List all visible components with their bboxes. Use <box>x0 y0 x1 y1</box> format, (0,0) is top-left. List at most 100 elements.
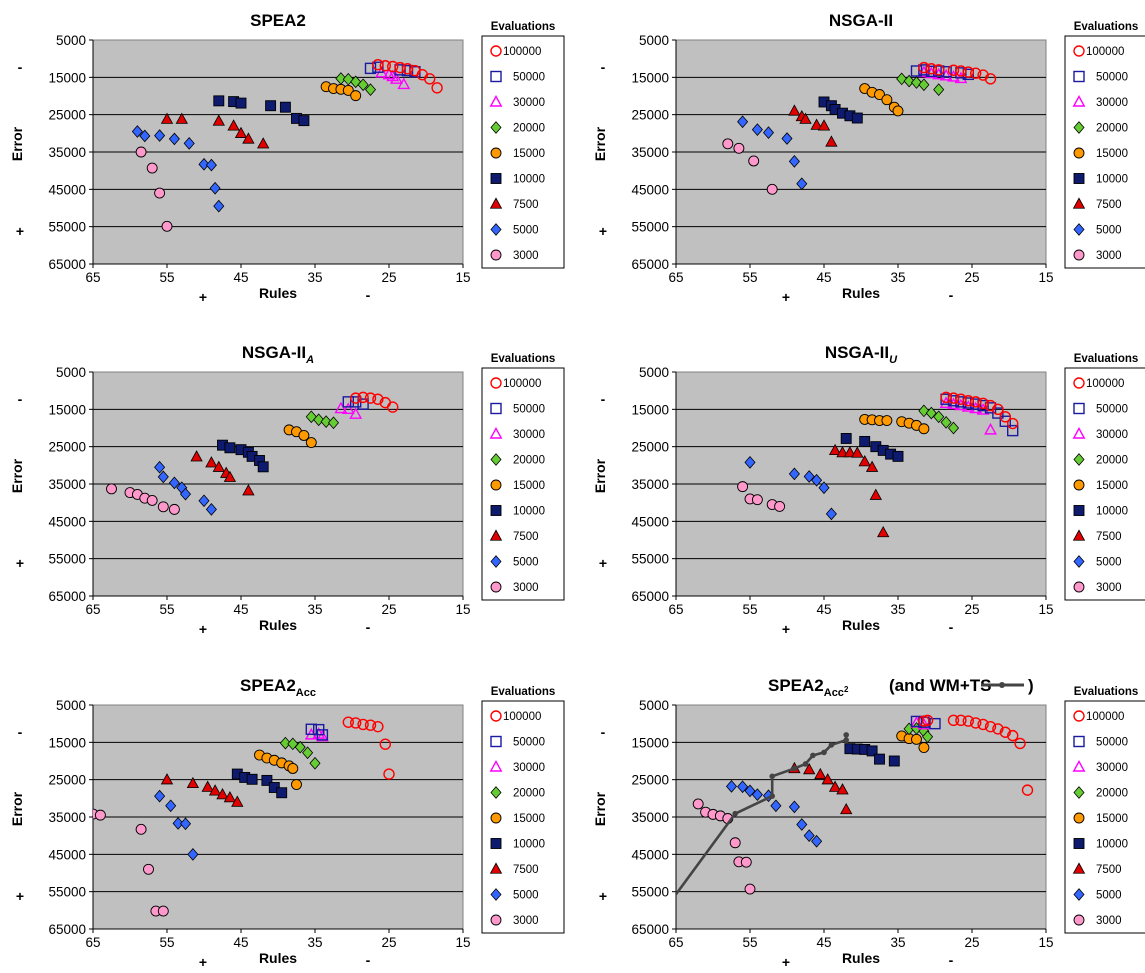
wmts-point <box>810 752 816 759</box>
point-15000 <box>918 742 930 754</box>
chart-title-subscript: A <box>305 354 314 366</box>
legend-marker-3000 <box>490 249 502 261</box>
chart-title-subscript: Acc <box>824 687 844 699</box>
point-100000 <box>955 393 967 405</box>
point-7500 <box>242 484 255 496</box>
chart-title-main: SPEA2 <box>250 11 306 30</box>
x-tick-label: 55 <box>742 270 757 285</box>
legend-marker-7500 <box>489 529 503 541</box>
legend-item-10000: 10000 <box>1073 505 1128 518</box>
legend-marker-10000 <box>1073 838 1085 849</box>
point-3000 <box>740 856 752 868</box>
y-tick-label: 45000 <box>631 847 669 862</box>
point-5000 <box>209 181 221 195</box>
x-axis-plus-marker: + <box>199 621 207 637</box>
series-10000 <box>231 768 288 799</box>
series-3000 <box>93 808 169 917</box>
x-axis-minus-marker: - <box>366 619 371 635</box>
point-100000 <box>977 397 989 410</box>
point-5000 <box>737 115 749 129</box>
legend-label: 10000 <box>513 174 545 186</box>
legend-marker-50000 <box>1073 735 1085 748</box>
legend-marker-50000 <box>1073 70 1085 83</box>
legend-marker-5000 <box>490 888 502 901</box>
point-50000 <box>357 398 369 410</box>
point-15000 <box>881 94 893 106</box>
x-tick-label: 55 <box>159 602 174 617</box>
x-tick-label: 45 <box>233 935 248 950</box>
point-10000 <box>840 433 852 444</box>
y-tick-label: 65000 <box>48 589 86 604</box>
series-15000 <box>859 413 930 435</box>
point-7500 <box>186 776 200 789</box>
series-3000 <box>106 483 180 515</box>
point-10000 <box>279 101 291 113</box>
point-7500 <box>242 132 255 144</box>
legend-item-3000: 3000 <box>1073 914 1122 927</box>
legend-item-3000: 3000 <box>490 581 539 594</box>
series-15000 <box>320 81 362 102</box>
legend-title: Evaluations <box>491 686 556 698</box>
x-tick-label: 45 <box>816 602 831 617</box>
data-layer <box>106 391 399 516</box>
legend-marker-50000 <box>490 402 502 415</box>
y-axis-minus-marker: - <box>601 391 606 407</box>
point-7500 <box>223 791 237 803</box>
x-axis-label: Rules <box>259 285 297 301</box>
x-tick-label: 15 <box>1038 270 1053 285</box>
y-axis-label: Error <box>9 126 25 161</box>
x-axis-minus-marker: - <box>949 287 954 303</box>
point-7500 <box>828 780 842 792</box>
legend-marker-100000 <box>490 710 502 722</box>
x-tick-label: 25 <box>964 602 979 617</box>
y-tick-label: 65000 <box>631 589 669 604</box>
point-50000 <box>316 729 329 741</box>
point-3000 <box>766 183 778 195</box>
chart-title-main: NSGA-II <box>825 343 889 362</box>
series-15000 <box>859 83 904 117</box>
y-axis-minus-marker: - <box>601 59 606 75</box>
point-5000 <box>811 834 823 848</box>
point-100000 <box>947 64 960 76</box>
point-10000 <box>265 100 277 112</box>
series-7500 <box>788 104 838 147</box>
legend-label: 5000 <box>1096 890 1122 902</box>
point-3000 <box>748 155 760 167</box>
legend-label: 15000 <box>1096 480 1128 492</box>
point-50000 <box>999 415 1011 427</box>
legend-label: 3000 <box>513 915 539 927</box>
legend-item-15000: 15000 <box>490 812 545 825</box>
legend-item-5000: 5000 <box>490 223 539 237</box>
chart-title: SPEA2Acc2 <box>768 676 849 699</box>
y-tick-label: 5000 <box>639 365 669 380</box>
point-3000 <box>692 798 704 810</box>
series-10000 <box>213 95 310 127</box>
series-10000 <box>844 743 900 767</box>
point-100000 <box>379 738 391 750</box>
y-tick-label: 65000 <box>48 257 86 272</box>
point-3000 <box>146 494 158 506</box>
wmts-point <box>791 765 798 772</box>
point-3000 <box>722 138 734 150</box>
wmts-point <box>769 773 775 780</box>
legend-item-50000: 50000 <box>490 70 545 84</box>
legend-item-3000: 3000 <box>490 914 539 927</box>
legend-marker-50000 <box>490 70 502 83</box>
legend-item-15000: 15000 <box>1073 479 1128 492</box>
point-5000 <box>172 816 184 830</box>
point-3000 <box>106 483 117 495</box>
series-20000 <box>305 410 340 430</box>
series-100000 <box>940 391 1019 430</box>
point-5000 <box>818 481 830 495</box>
legend-label: 3000 <box>1096 582 1122 594</box>
legend-label: 30000 <box>1096 429 1128 441</box>
point-7500 <box>201 780 214 792</box>
x-tick-label: 65 <box>85 270 100 285</box>
series-10000 <box>217 439 269 473</box>
point-15000 <box>350 90 362 102</box>
legend-marker-7500 <box>1072 197 1086 209</box>
point-3000 <box>135 146 147 158</box>
point-5000 <box>811 473 823 487</box>
series-100000 <box>372 58 443 94</box>
